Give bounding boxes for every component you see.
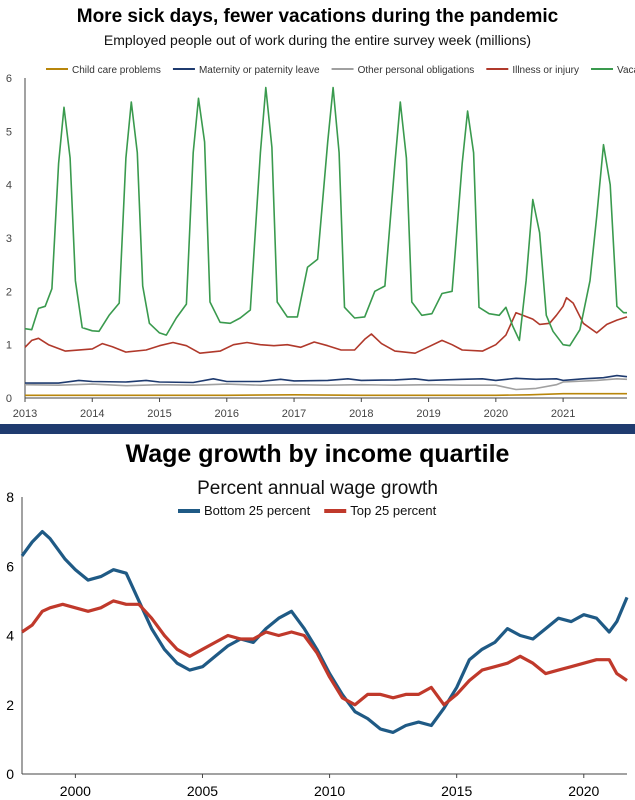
y-tick-label: 5 [6,126,12,138]
series-line-maternity-or-paternity-leave [25,374,628,384]
chart-title: More sick days, fewer vacations during t… [76,6,559,27]
x-tick-label: 2017 [282,408,306,420]
x-tick-label: 2020 [568,783,599,799]
x-tick-label: 2013 [13,408,37,420]
x-tick-label: 2021 [551,408,575,420]
y-tick-label: 3 [6,233,12,245]
y-tick-label: 4 [6,180,12,192]
chart-panel-absences: More sick days, fewer vacations during t… [5,6,635,420]
y-tick-label: 4 [6,628,14,644]
y-tick-label: 0 [6,766,14,782]
legend-label-maternity-or-paternity-leave: Maternity or paternity leave [199,65,320,76]
series-line-illness-or-injury [24,296,628,354]
x-tick-label: 2018 [349,408,373,420]
y-tick-label: 1 [6,340,12,352]
chart-subtitle: Employed people out of work during the e… [103,32,532,48]
series-line-other-personal-obligations [24,378,628,391]
legend-label-other-personal-obligations: Other personal obligations [358,65,475,76]
series-line-vacation [24,86,627,347]
y-tick-label: 6 [6,558,14,574]
x-tick-label: 2015 [441,783,472,799]
x-tick-label: 2005 [187,783,218,799]
chart-panel-wage-growth: Wage growth by income quartile Percent a… [0,434,635,800]
legend-label-child-care-problems: Child care problems [72,65,161,76]
y-tick-label: 0 [6,393,12,405]
y-tick-label: 2 [6,697,14,713]
y-tick-label: 2 [6,286,12,298]
wage-growth-line-chart: 0 2 4 6 8 2000 2005 2010 2015 2020 Bottom 25 perce… [6,489,629,799]
x-tick-label: 2016 [215,408,239,420]
y-tick-label: 6 [6,73,12,85]
legend-label-vacation: Vacation [617,65,635,76]
legend-label-illness-or-injury: Illness or injury [512,65,579,76]
absences-line-chart: 0 1 2 3 4 5 6 2013 2014 2015 2016 2017 2018 2019 2020 2… [6,65,635,420]
x-tick-label: 2010 [314,783,345,799]
x-tick-label: 2015 [147,408,171,420]
series-line-child-care-problems [25,392,627,397]
legend-label-top-25-percent: Top 25 percent [350,503,436,518]
series-line-top-25-percent [21,599,628,707]
x-tick-label: 2014 [80,408,104,420]
series-line-bottom-25-percent [20,530,629,734]
chart-subtitle: Percent annual wage growth [197,478,438,499]
legend-label-bottom-25-percent: Bottom 25 percent [204,503,311,518]
x-tick-label: 2020 [484,408,508,420]
panel-divider [0,424,635,434]
chart-title: Wage growth by income quartile [125,440,510,468]
x-tick-label: 2000 [60,783,91,799]
x-tick-label: 2019 [416,408,440,420]
y-tick-label: 8 [6,489,14,505]
